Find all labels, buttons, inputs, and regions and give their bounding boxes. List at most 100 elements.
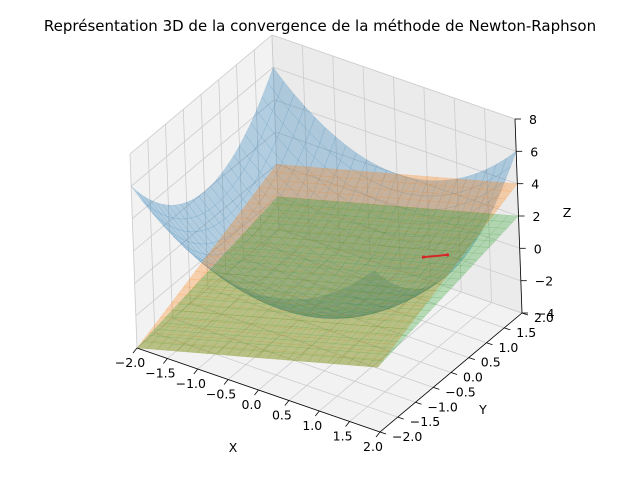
surface-patch: [336, 258, 354, 268]
surface-patch: [267, 196, 284, 206]
surface-patch: [391, 214, 409, 224]
surface-patch: [244, 159, 261, 183]
surface-patch: [378, 232, 396, 247]
gridline-z-back: [273, 66, 517, 152]
surface-patch: [259, 276, 276, 286]
surface-patch: [399, 288, 417, 297]
surface-patch: [345, 256, 362, 265]
surface-patch: [253, 284, 270, 294]
surface-patch: [408, 235, 426, 249]
surface-patch: [435, 261, 452, 275]
surface-patch: [322, 249, 340, 259]
surface-patch: [348, 341, 366, 350]
surface-patch: [366, 326, 384, 334]
surface-patch: [330, 330, 348, 338]
surface-patch: [324, 151, 341, 176]
surface-patch: [388, 300, 405, 308]
gridline-y-floor: [207, 288, 452, 373]
surface-patch: [359, 285, 376, 294]
surface-patch: [308, 240, 325, 250]
y-tick-label: −1.0: [428, 399, 458, 414]
surface-patch: [316, 317, 333, 319]
surface-patch: [461, 259, 478, 267]
surface-patch: [274, 250, 292, 259]
surface-patch: [363, 241, 380, 256]
surface-patch: [307, 199, 324, 209]
surface-patch: [406, 248, 424, 256]
surface-patch: [354, 333, 372, 343]
surface-patch: [456, 227, 473, 237]
surface-patch: [364, 213, 381, 230]
surface-patch: [344, 289, 361, 299]
surface-patch: [378, 313, 395, 321]
surface-patch: [353, 195, 370, 204]
surface-patch: [176, 344, 194, 353]
surface-patch: [432, 240, 450, 255]
surface-patch: [395, 279, 412, 289]
surface-patch: [368, 301, 385, 311]
surface-patch: [395, 192, 412, 210]
surface-patch: [131, 186, 149, 206]
surface-patch: [365, 258, 382, 266]
z-tick-label: −2: [535, 274, 553, 289]
surface-patch: [418, 234, 436, 248]
surface-patch: [334, 177, 352, 187]
surface-patch: [258, 179, 276, 189]
surface-patch: [388, 234, 406, 249]
surface-patch: [226, 249, 243, 259]
surface-patch: [350, 152, 367, 175]
surface-patch: [380, 218, 397, 227]
surface-patch: [327, 355, 344, 365]
surface-patch: [199, 243, 217, 256]
surface-patch: [402, 293, 419, 303]
surface-patch: [191, 305, 209, 313]
gridline-z-left: [136, 228, 280, 349]
surface-patch: [298, 225, 315, 234]
surface-patch: [293, 299, 311, 308]
surface-patch: [301, 207, 319, 217]
surface-patch: [380, 252, 398, 261]
surface-patch: [449, 271, 467, 280]
surface-patch: [437, 266, 454, 276]
surface-patch: [466, 228, 483, 238]
surface-patch: [308, 156, 325, 181]
surface-patch: [444, 230, 462, 239]
surface-patch: [238, 259, 256, 272]
surface-patch: [249, 289, 267, 298]
surface-patch: [425, 282, 442, 291]
surface-patch: [408, 287, 425, 298]
surface-patch: [240, 259, 258, 268]
surface-patch: [451, 178, 468, 188]
surface-patch: [306, 256, 324, 266]
surface-patch: [361, 285, 379, 293]
surface-patch: [337, 202, 354, 211]
surface-patch: [356, 317, 373, 326]
surface-patch: [393, 274, 411, 282]
surface-patch: [440, 234, 457, 244]
surface-patch: [357, 301, 375, 310]
surface-patch: [274, 224, 291, 243]
surface-patch: [349, 188, 366, 209]
surface-patch: [455, 265, 472, 273]
surface-patch: [291, 304, 309, 310]
surface-patch: [252, 344, 270, 352]
surface-patch: [232, 308, 249, 316]
surface-patch: [365, 180, 382, 200]
surface-patch: [202, 337, 220, 347]
surface-patch: [254, 292, 272, 302]
surface-patch: [242, 271, 260, 283]
surface-patch: [286, 172, 304, 196]
surface-patch: [271, 277, 288, 286]
surface-patch: [464, 232, 482, 240]
gridline-z-back: [274, 99, 518, 185]
surface-patch: [333, 308, 351, 315]
surface-patch: [255, 268, 272, 278]
surface-patch: [234, 245, 251, 260]
surface-patch: [306, 321, 323, 329]
surface-patch: [242, 190, 260, 212]
surface-patch: [390, 206, 407, 223]
surface-patch: [259, 300, 277, 308]
surface-patch: [431, 290, 449, 299]
surface-patch: [208, 333, 226, 342]
surface-patch: [485, 189, 502, 199]
